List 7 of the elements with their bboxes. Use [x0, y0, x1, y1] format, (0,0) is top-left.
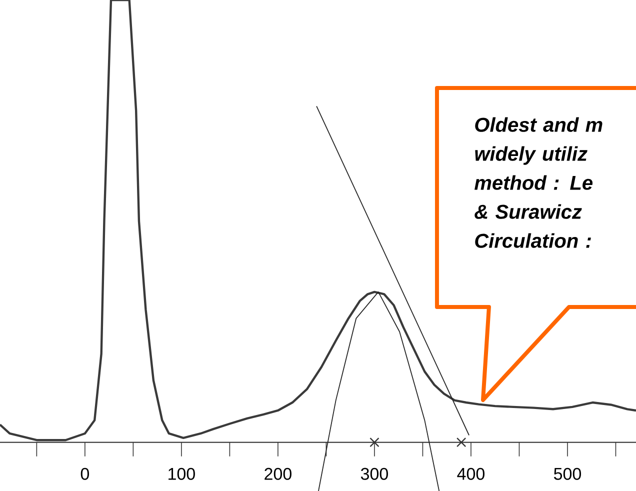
x-tick-label: 400 — [457, 468, 484, 480]
x-tick-label: 300 — [360, 468, 388, 480]
annotation: Oldest and m widely utiliz method : Le & Surawicz Circulation : — [474, 117, 602, 248]
x-tick-label: 200 — [264, 468, 292, 480]
x-tick-label: 500 — [554, 468, 581, 480]
x-tick-label: 100 — [168, 468, 195, 480]
x-tick-label: 0 — [80, 468, 90, 480]
